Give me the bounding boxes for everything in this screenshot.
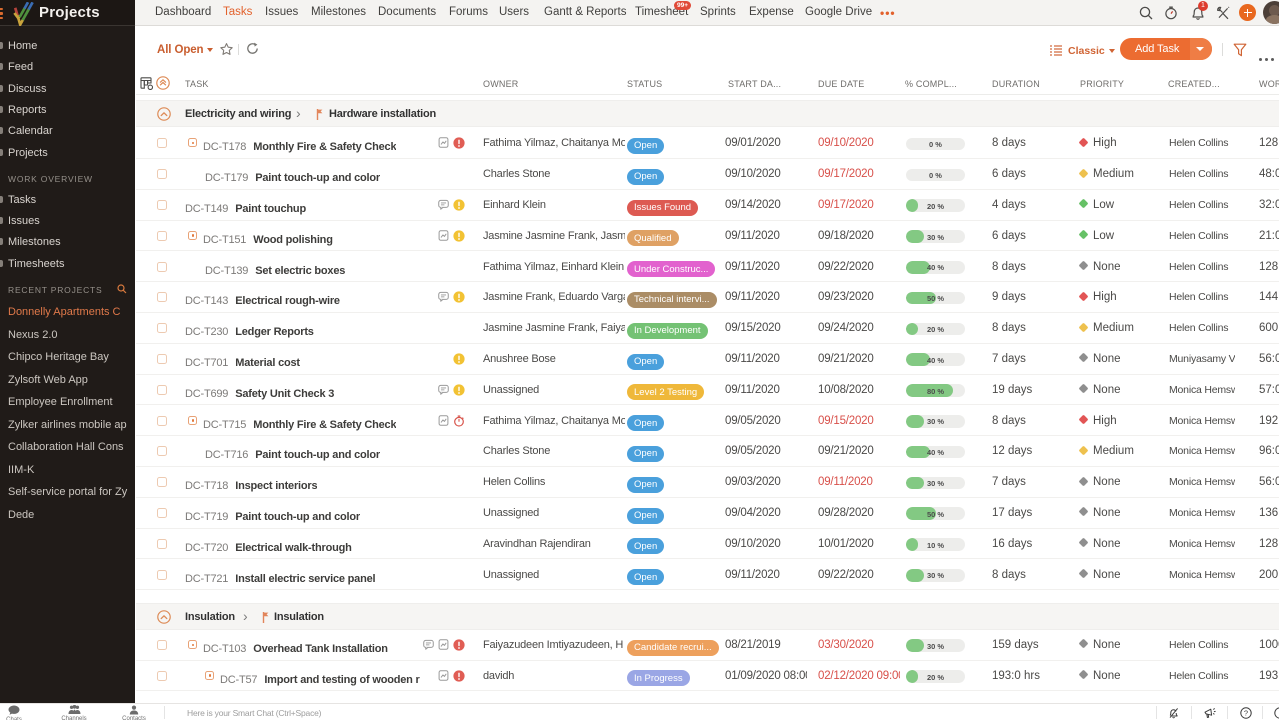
svg-text:?: ? — [1244, 708, 1248, 717]
